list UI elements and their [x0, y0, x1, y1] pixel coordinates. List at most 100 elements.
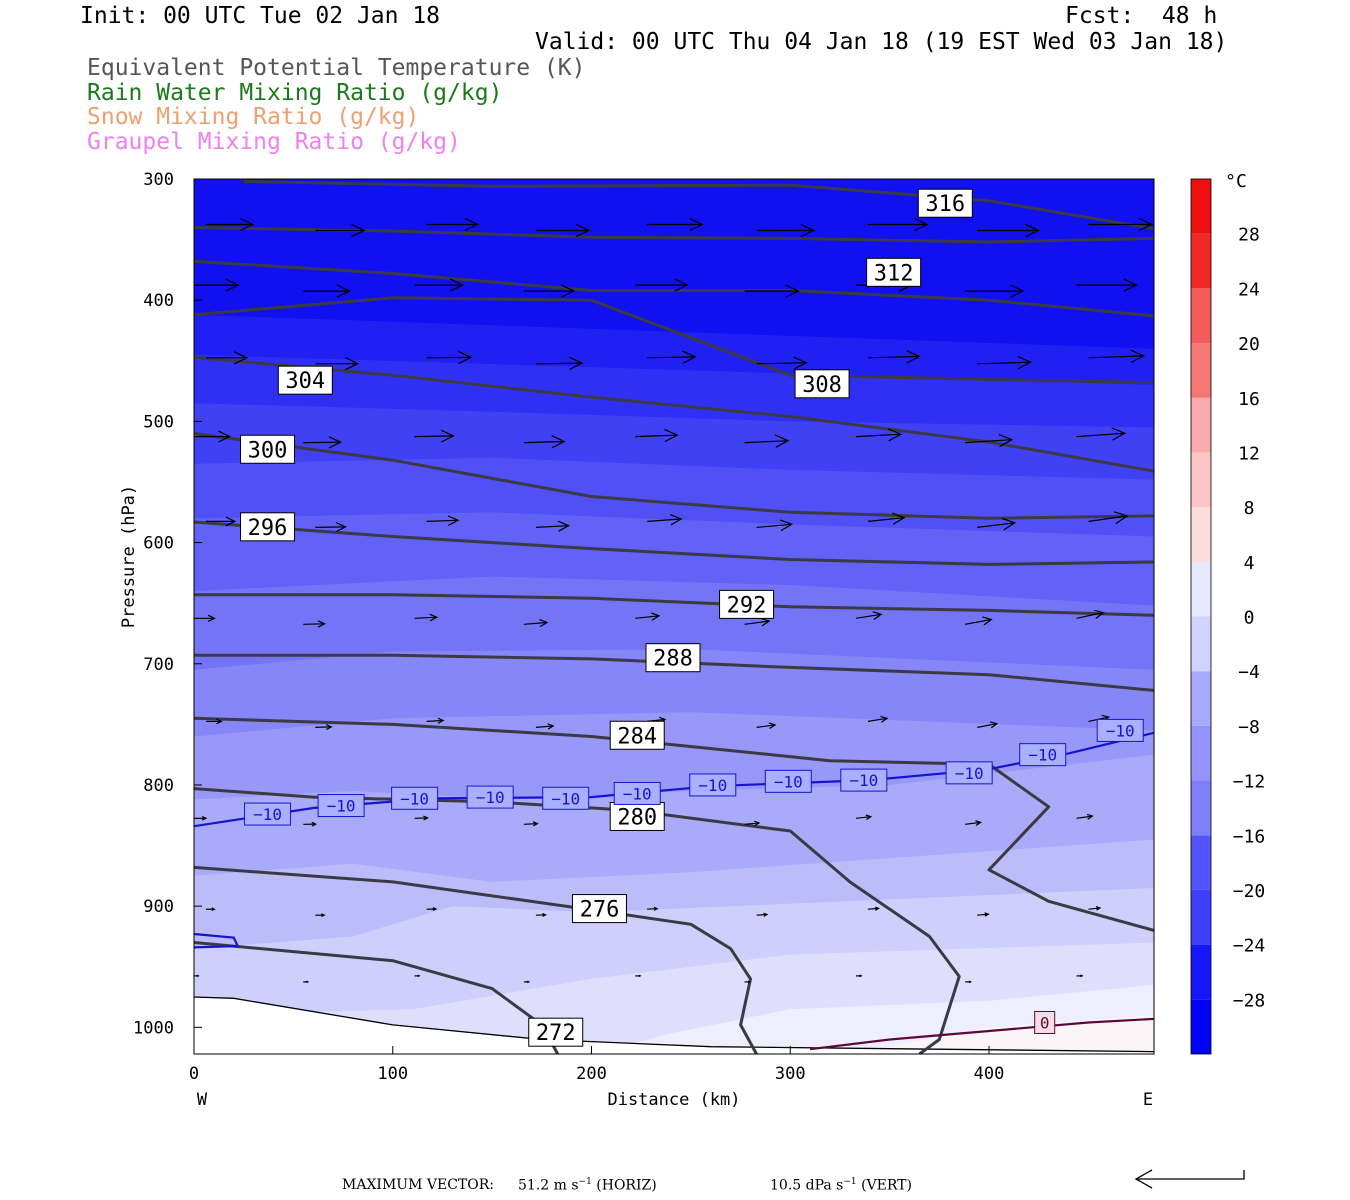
wind-shaft — [647, 518, 682, 522]
theta-e-label: 280 — [609, 801, 665, 831]
wind-vector — [965, 980, 973, 984]
y-tick-label: 600 — [143, 534, 174, 554]
wind-head — [569, 356, 584, 370]
wind-head — [1111, 427, 1127, 441]
wind-head — [754, 820, 761, 827]
wind-head — [561, 284, 576, 298]
wind-shaft — [744, 620, 770, 625]
wind-head — [1093, 609, 1105, 619]
wind-shaft — [1076, 815, 1093, 819]
wind-shaft — [647, 908, 658, 910]
colorbar-tick-label: −12 — [1233, 772, 1266, 793]
wind-vector — [194, 278, 240, 292]
wind-shaft — [1088, 515, 1128, 522]
wind-head — [216, 718, 223, 725]
wind-vector — [206, 718, 223, 725]
wind-vector — [756, 722, 777, 730]
y-tick-label: 500 — [143, 412, 174, 432]
theta-e-label-box — [571, 894, 627, 924]
isotherm-label: −10 — [689, 773, 737, 797]
wind-vector — [206, 217, 255, 232]
wind-shaft — [647, 356, 696, 359]
wind-head — [233, 351, 249, 365]
colorbar-segment — [1191, 288, 1211, 344]
colorbar-tick-label: 20 — [1238, 334, 1260, 355]
theta-e-line-0 — [243, 179, 1154, 231]
isotherm-label: −10 — [1096, 718, 1144, 742]
isotherm-label-box — [945, 761, 993, 785]
wind-head — [526, 980, 531, 984]
colorbar-segment — [1191, 835, 1211, 890]
x-tick-label: 400 — [974, 1064, 1005, 1084]
temp-band-13 — [849, 1015, 1154, 1054]
isotherm-label-box — [391, 786, 439, 810]
wind-vector — [535, 723, 555, 730]
wind-head — [859, 974, 863, 978]
wind-head — [1017, 355, 1032, 370]
wind-head — [542, 912, 547, 917]
horiz-suffix: (HORIZ) — [596, 1177, 657, 1194]
wind-head — [982, 616, 993, 626]
wind-shaft — [426, 719, 444, 722]
vert-exponent: −1 — [843, 1177, 857, 1187]
wind-shaft — [756, 362, 807, 365]
theta-e-label: 296 — [240, 512, 296, 542]
wind-vector — [1088, 217, 1154, 232]
wind-head — [674, 278, 689, 292]
wind-vector — [523, 435, 566, 449]
isotherm-label: −10 — [764, 769, 812, 793]
wind-shaft — [867, 355, 920, 359]
theta-e-label-box — [528, 1017, 584, 1047]
wind-head — [1095, 906, 1102, 911]
wind-vector — [426, 217, 479, 232]
wind-vector — [194, 815, 208, 821]
wind-vector — [426, 350, 473, 365]
wind-vector — [1076, 278, 1138, 292]
wind-vector — [1076, 974, 1084, 978]
plot-frame — [193, 178, 1155, 1055]
wind-vector — [315, 223, 366, 238]
wind-vector — [206, 907, 216, 912]
wind-head — [351, 223, 366, 238]
colorbar-frame — [1190, 178, 1212, 1055]
theta-e-label-box — [645, 643, 701, 673]
wind-vector — [867, 715, 889, 723]
wind-head — [968, 980, 973, 984]
wind-shaft — [965, 618, 992, 625]
wind-vector — [426, 907, 438, 911]
theta-e-label-box — [609, 720, 665, 750]
legend-theta-e: Equivalent Potential Temperature (K) — [87, 55, 586, 81]
wind-head — [768, 722, 777, 730]
wind-head — [576, 223, 591, 238]
wind-head — [653, 906, 659, 911]
wind-head — [437, 717, 445, 724]
wind-shaft — [977, 723, 998, 728]
theta-e-line-4 — [194, 432, 1154, 520]
wind-vector — [855, 974, 863, 978]
isotherm-label-box — [1019, 743, 1067, 767]
wind-vector — [977, 721, 999, 729]
colorbar-segment — [1191, 999, 1211, 1054]
wind-head — [1086, 813, 1094, 820]
wind-head — [335, 521, 347, 533]
isotherm-label-box — [1034, 1010, 1056, 1034]
theta-e-label-text: 288 — [653, 647, 693, 672]
isotherm-label-box — [1096, 718, 1144, 742]
wind-vector — [965, 284, 1025, 298]
wind-vector — [1076, 609, 1105, 619]
isotherm-label-text: 0 — [1040, 1013, 1050, 1032]
theta-e-label-box — [719, 589, 775, 619]
colorbar-segment — [1191, 561, 1211, 617]
wind-shaft — [1088, 907, 1100, 910]
wind-vector — [535, 356, 584, 370]
isotherm-label-box — [613, 781, 661, 805]
wind-head — [874, 906, 880, 911]
wind-vector — [744, 980, 752, 984]
y-tick-label: 1000 — [133, 1018, 174, 1038]
isotherm-label-box — [689, 773, 737, 797]
wind-vector — [315, 357, 360, 371]
wind-head — [1010, 284, 1025, 298]
wind-head — [774, 434, 790, 448]
colorbar-segment — [1191, 233, 1211, 289]
